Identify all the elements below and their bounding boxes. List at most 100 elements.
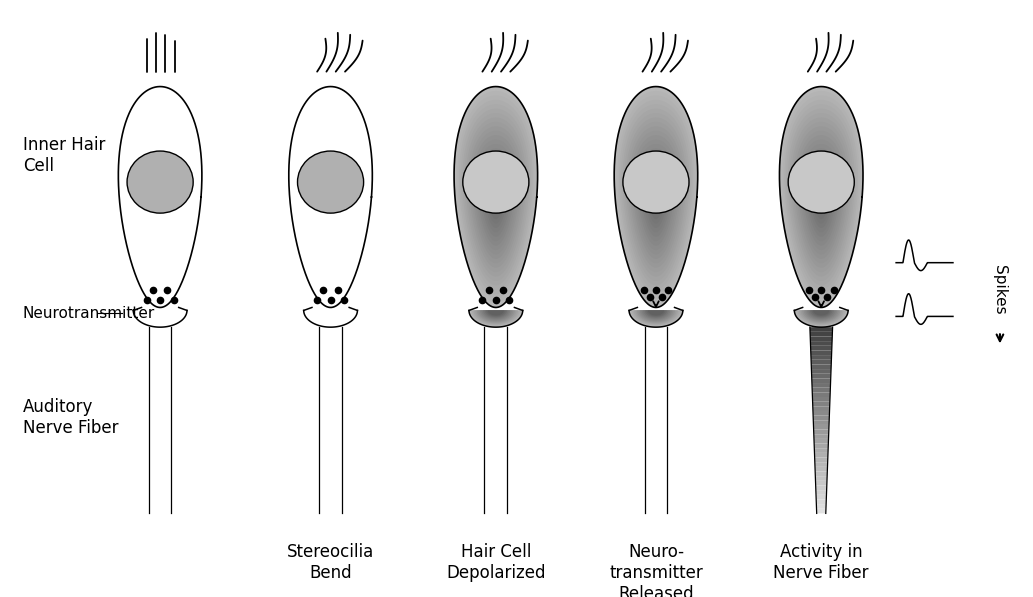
Ellipse shape bbox=[623, 151, 689, 213]
Polygon shape bbox=[784, 100, 858, 294]
Polygon shape bbox=[635, 310, 677, 323]
Polygon shape bbox=[815, 462, 827, 467]
Polygon shape bbox=[645, 310, 667, 318]
Polygon shape bbox=[800, 310, 843, 324]
Polygon shape bbox=[789, 113, 853, 281]
Polygon shape bbox=[484, 310, 507, 318]
Polygon shape bbox=[629, 310, 683, 327]
Polygon shape bbox=[479, 153, 512, 241]
Polygon shape bbox=[813, 310, 829, 315]
Polygon shape bbox=[469, 310, 523, 327]
Text: Stereocilia
Bend: Stereocilia Bend bbox=[287, 543, 374, 582]
Polygon shape bbox=[811, 369, 832, 374]
Polygon shape bbox=[648, 175, 664, 219]
Polygon shape bbox=[488, 175, 504, 219]
Polygon shape bbox=[815, 457, 827, 462]
Polygon shape bbox=[815, 472, 827, 476]
Text: Inner Hair
Cell: Inner Hair Cell bbox=[23, 136, 105, 174]
Polygon shape bbox=[808, 162, 835, 232]
Polygon shape bbox=[469, 127, 523, 267]
Polygon shape bbox=[475, 310, 516, 323]
Polygon shape bbox=[803, 310, 840, 322]
Polygon shape bbox=[119, 87, 201, 307]
Polygon shape bbox=[819, 193, 823, 201]
Polygon shape bbox=[615, 87, 697, 307]
Polygon shape bbox=[813, 411, 829, 416]
Polygon shape bbox=[490, 179, 502, 215]
Polygon shape bbox=[796, 310, 846, 326]
Polygon shape bbox=[487, 310, 505, 316]
Polygon shape bbox=[780, 87, 863, 307]
Polygon shape bbox=[471, 310, 521, 326]
Polygon shape bbox=[814, 444, 828, 448]
Polygon shape bbox=[796, 131, 846, 263]
Polygon shape bbox=[807, 310, 836, 319]
Polygon shape bbox=[803, 149, 840, 245]
Polygon shape bbox=[640, 310, 671, 321]
Polygon shape bbox=[466, 118, 526, 276]
Polygon shape bbox=[816, 184, 826, 210]
Polygon shape bbox=[638, 310, 674, 321]
Polygon shape bbox=[476, 144, 515, 250]
Polygon shape bbox=[647, 310, 665, 316]
Polygon shape bbox=[494, 193, 498, 201]
Polygon shape bbox=[637, 310, 675, 322]
Polygon shape bbox=[289, 87, 372, 307]
Polygon shape bbox=[456, 91, 536, 303]
Polygon shape bbox=[816, 485, 826, 490]
Polygon shape bbox=[810, 310, 833, 318]
Polygon shape bbox=[806, 310, 837, 321]
Polygon shape bbox=[639, 153, 672, 241]
Polygon shape bbox=[810, 332, 833, 337]
Polygon shape bbox=[813, 175, 829, 219]
Polygon shape bbox=[480, 157, 511, 237]
Polygon shape bbox=[811, 171, 832, 223]
Polygon shape bbox=[632, 310, 680, 325]
Polygon shape bbox=[814, 439, 828, 444]
Polygon shape bbox=[801, 310, 842, 323]
Polygon shape bbox=[816, 500, 826, 504]
Polygon shape bbox=[474, 140, 518, 254]
Polygon shape bbox=[811, 350, 832, 355]
Polygon shape bbox=[783, 96, 859, 298]
Polygon shape bbox=[471, 131, 521, 263]
Polygon shape bbox=[486, 171, 506, 223]
Polygon shape bbox=[813, 420, 829, 425]
Polygon shape bbox=[478, 310, 513, 321]
Polygon shape bbox=[455, 87, 537, 307]
Polygon shape bbox=[814, 453, 828, 457]
Polygon shape bbox=[623, 109, 689, 285]
Text: Hair Cell
Depolarized: Hair Cell Depolarized bbox=[446, 543, 545, 582]
Polygon shape bbox=[474, 310, 518, 324]
Polygon shape bbox=[811, 364, 832, 369]
Polygon shape bbox=[637, 149, 675, 245]
Polygon shape bbox=[484, 166, 507, 228]
Polygon shape bbox=[788, 109, 854, 285]
Polygon shape bbox=[461, 104, 531, 290]
Polygon shape bbox=[483, 310, 508, 318]
Polygon shape bbox=[810, 337, 833, 341]
Polygon shape bbox=[805, 153, 838, 241]
Polygon shape bbox=[806, 157, 837, 237]
Polygon shape bbox=[491, 184, 501, 210]
Polygon shape bbox=[643, 162, 669, 232]
Polygon shape bbox=[472, 135, 520, 259]
Polygon shape bbox=[634, 310, 678, 324]
Ellipse shape bbox=[298, 151, 364, 213]
Polygon shape bbox=[812, 387, 831, 392]
Ellipse shape bbox=[127, 151, 193, 213]
Polygon shape bbox=[815, 179, 827, 215]
Polygon shape bbox=[133, 310, 187, 327]
Polygon shape bbox=[814, 434, 828, 439]
Text: Activity in
Nerve Fiber: Activity in Nerve Fiber bbox=[774, 543, 869, 582]
Polygon shape bbox=[477, 149, 514, 245]
Polygon shape bbox=[815, 467, 827, 472]
Polygon shape bbox=[813, 425, 829, 430]
Polygon shape bbox=[624, 113, 688, 281]
Polygon shape bbox=[464, 113, 528, 281]
Polygon shape bbox=[650, 179, 662, 215]
Polygon shape bbox=[626, 118, 686, 276]
Polygon shape bbox=[816, 495, 826, 500]
Text: Neuro-
transmitter
Released: Neuro- transmitter Released bbox=[609, 543, 702, 597]
Polygon shape bbox=[815, 481, 827, 485]
